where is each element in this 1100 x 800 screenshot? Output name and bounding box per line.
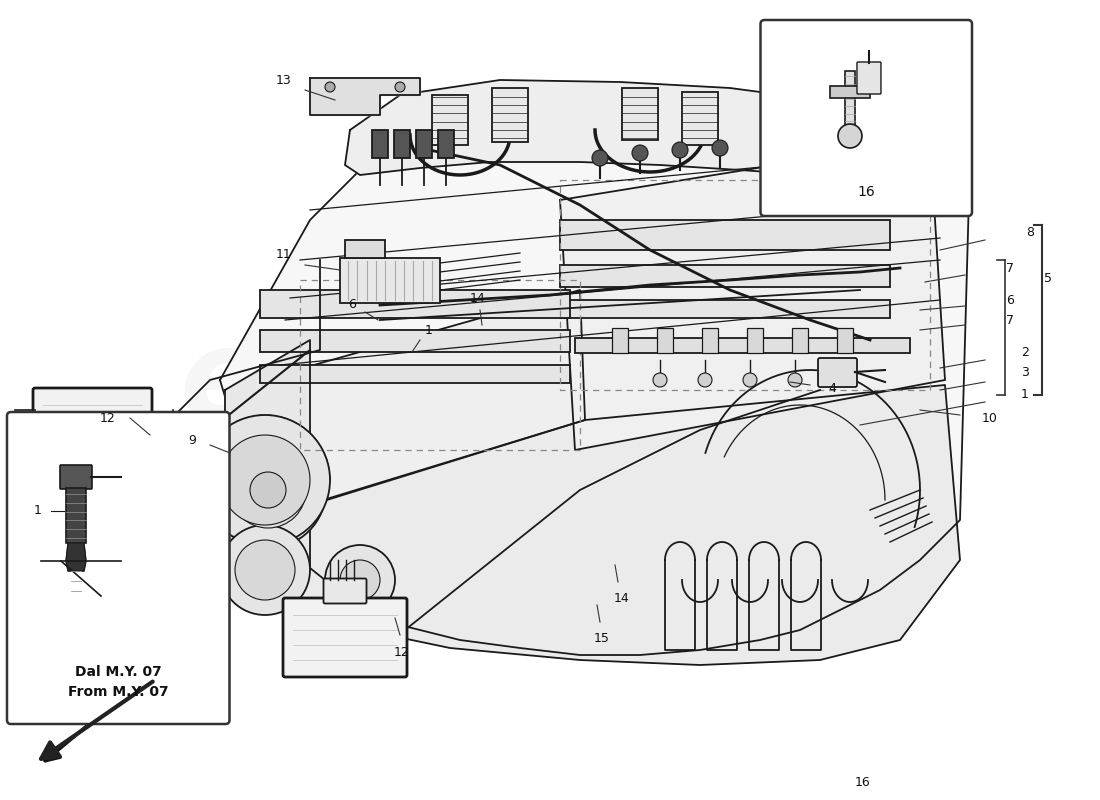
Circle shape <box>250 472 286 508</box>
Text: 12: 12 <box>100 411 116 425</box>
Text: 9: 9 <box>188 434 196 446</box>
Text: 14: 14 <box>614 591 630 605</box>
Polygon shape <box>220 95 970 655</box>
Bar <box>372 130 388 158</box>
Bar <box>260 365 570 383</box>
Bar <box>260 290 570 318</box>
Text: 10: 10 <box>982 411 998 425</box>
Circle shape <box>788 373 802 387</box>
Bar <box>747 328 763 353</box>
Text: 12: 12 <box>394 646 410 658</box>
Circle shape <box>324 82 336 92</box>
Text: 15: 15 <box>594 631 609 645</box>
Bar <box>830 86 870 98</box>
Polygon shape <box>560 140 945 450</box>
Bar <box>837 328 852 353</box>
Text: 4: 4 <box>828 382 836 394</box>
Circle shape <box>395 82 405 92</box>
Bar <box>792 328 808 353</box>
Bar <box>702 328 718 353</box>
Bar <box>345 240 385 258</box>
Bar <box>260 330 570 352</box>
Circle shape <box>340 560 379 600</box>
Bar <box>560 300 890 318</box>
Circle shape <box>220 525 310 615</box>
Text: 1: 1 <box>1021 389 1028 402</box>
Polygon shape <box>226 340 310 590</box>
Text: Dal M.Y. 07: Dal M.Y. 07 <box>75 665 162 679</box>
Bar <box>438 130 454 158</box>
Circle shape <box>592 150 608 166</box>
Text: From M.Y. 07: From M.Y. 07 <box>68 685 168 699</box>
Text: 16: 16 <box>857 185 876 199</box>
Bar <box>612 328 628 353</box>
Bar <box>682 92 718 145</box>
FancyBboxPatch shape <box>283 598 407 677</box>
FancyBboxPatch shape <box>857 62 881 94</box>
Circle shape <box>712 140 728 156</box>
Text: 7: 7 <box>1006 314 1014 326</box>
FancyBboxPatch shape <box>7 412 230 724</box>
FancyBboxPatch shape <box>33 388 152 472</box>
Circle shape <box>653 373 667 387</box>
Circle shape <box>632 145 648 161</box>
FancyBboxPatch shape <box>60 465 92 489</box>
Bar <box>394 130 410 158</box>
Polygon shape <box>226 385 960 665</box>
Text: 7: 7 <box>1006 262 1014 274</box>
Polygon shape <box>310 78 420 115</box>
Text: 13: 13 <box>276 74 292 86</box>
Circle shape <box>235 450 295 510</box>
Circle shape <box>220 435 310 525</box>
Polygon shape <box>66 543 86 571</box>
Bar <box>340 258 440 303</box>
Bar <box>432 95 468 145</box>
Circle shape <box>210 432 326 548</box>
Bar <box>657 328 673 353</box>
Bar <box>845 71 855 131</box>
Text: 1: 1 <box>425 323 433 337</box>
Bar <box>621 88 658 140</box>
Text: 16: 16 <box>855 775 871 789</box>
Text: europ: europ <box>179 323 591 445</box>
Text: 11: 11 <box>276 249 292 262</box>
Text: 5: 5 <box>1044 271 1052 285</box>
Text: 6: 6 <box>1006 294 1014 306</box>
Bar <box>560 220 890 250</box>
Text: a passion: a passion <box>323 251 601 309</box>
Text: 2: 2 <box>1021 346 1028 358</box>
Circle shape <box>698 373 712 387</box>
Circle shape <box>235 540 295 600</box>
Bar <box>560 265 890 287</box>
FancyBboxPatch shape <box>760 20 972 216</box>
Circle shape <box>230 452 306 528</box>
Circle shape <box>742 373 757 387</box>
Circle shape <box>838 124 862 148</box>
FancyBboxPatch shape <box>818 358 857 387</box>
Circle shape <box>324 545 395 615</box>
FancyBboxPatch shape <box>323 578 366 603</box>
Polygon shape <box>345 80 870 175</box>
Bar <box>66 488 86 543</box>
Text: 14: 14 <box>470 291 486 305</box>
Text: 8: 8 <box>1026 226 1034 238</box>
Text: 6: 6 <box>348 298 356 310</box>
Text: 1: 1 <box>34 505 42 518</box>
Circle shape <box>672 142 688 158</box>
Polygon shape <box>226 290 585 530</box>
Text: 3: 3 <box>1021 366 1028 379</box>
Circle shape <box>200 415 330 545</box>
Bar <box>492 88 528 142</box>
Bar <box>575 338 910 353</box>
FancyBboxPatch shape <box>154 434 191 458</box>
Bar <box>416 130 432 158</box>
